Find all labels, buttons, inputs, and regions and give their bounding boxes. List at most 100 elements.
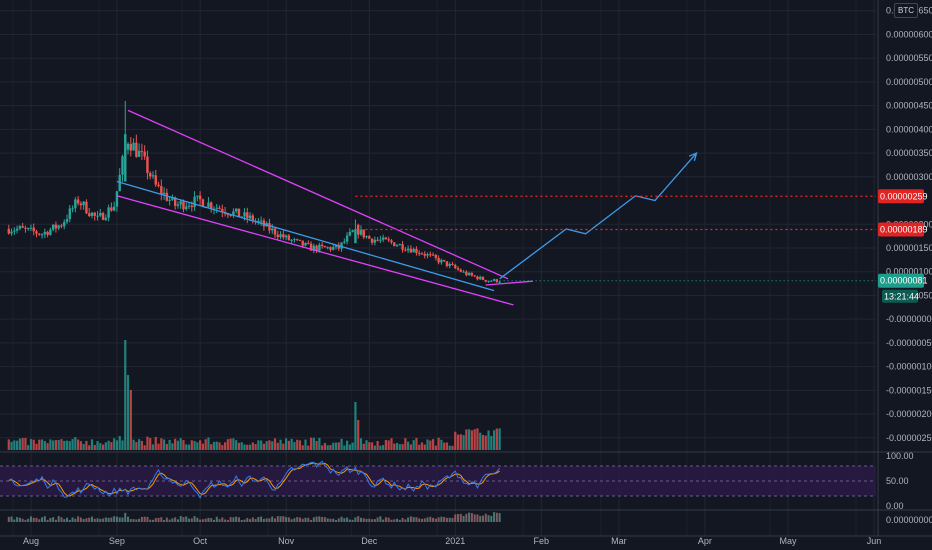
lower-bar xyxy=(276,516,279,522)
lower-bar xyxy=(457,514,460,522)
lower-bar xyxy=(115,516,118,522)
candle-body xyxy=(29,227,33,229)
price-tick-label: 0.00000550 xyxy=(886,53,932,63)
lower-bar xyxy=(160,517,163,522)
candle-body xyxy=(135,142,138,157)
candle-body xyxy=(112,206,116,211)
volume-bar xyxy=(174,438,177,450)
lower-bar xyxy=(96,518,99,522)
candle-body xyxy=(320,244,324,247)
candle-body xyxy=(173,197,177,206)
price-tick-label: 0.00000600 xyxy=(886,29,932,39)
candle-body xyxy=(104,217,108,220)
candle-body xyxy=(179,201,182,205)
lower-bar xyxy=(66,517,69,522)
volume-bar xyxy=(32,439,35,450)
lower-bar xyxy=(163,519,166,522)
lower-bar xyxy=(462,515,465,522)
candle-body xyxy=(171,197,174,200)
volume-bar xyxy=(354,402,357,450)
lower-bar xyxy=(351,519,354,522)
currency-button[interactable]: BTC xyxy=(894,3,918,18)
candle-body xyxy=(26,228,30,230)
volume-bar xyxy=(468,429,471,450)
candle-body xyxy=(334,245,338,248)
candle-body xyxy=(140,150,144,152)
lower-bar xyxy=(246,517,249,522)
lower-bar xyxy=(465,513,468,522)
volume-bar xyxy=(237,442,241,450)
volume-bar xyxy=(370,442,374,450)
volume-bar xyxy=(451,445,454,450)
candle-body xyxy=(24,227,27,229)
candle-body xyxy=(182,201,185,210)
volume-bar xyxy=(384,439,388,450)
candle-body xyxy=(13,230,16,232)
lower-bar xyxy=(298,517,301,522)
time-tick-label: 2021 xyxy=(445,536,465,546)
volume-bar xyxy=(121,440,124,450)
candle-body xyxy=(40,234,44,236)
candle-body xyxy=(157,184,160,187)
lower-bar xyxy=(121,517,124,522)
candle-body xyxy=(406,248,410,251)
volume-bar xyxy=(176,440,180,450)
lower-bar xyxy=(470,513,473,522)
candle-body xyxy=(185,206,188,210)
price-tick-label: -0.00000050 xyxy=(886,338,932,348)
price-tick-label: -0.00000200 xyxy=(886,409,932,419)
candle-body xyxy=(251,215,255,222)
volume-bar xyxy=(251,442,254,450)
volume-bar xyxy=(379,445,382,450)
volume-bar xyxy=(135,442,138,450)
volume-bar xyxy=(265,441,268,450)
volume-bar xyxy=(27,445,30,450)
candle-body xyxy=(470,273,474,276)
volume-bar xyxy=(492,430,496,450)
candle-body xyxy=(268,223,271,231)
lower-bar xyxy=(113,516,116,522)
lower-bar xyxy=(32,517,35,522)
volume-bar xyxy=(21,438,24,450)
candle-body xyxy=(348,231,352,236)
candle-body xyxy=(287,235,291,241)
volume-bar xyxy=(157,443,160,450)
volume-bar xyxy=(151,444,155,450)
oscillator-tick-label: 0.00 xyxy=(886,501,904,511)
candle-body xyxy=(38,233,41,235)
candle-body xyxy=(248,215,252,219)
volume-bar xyxy=(143,445,146,450)
lower-bar xyxy=(257,516,260,522)
lower-bar xyxy=(110,517,113,522)
lower-bar xyxy=(459,513,462,522)
lower-bar xyxy=(260,516,263,522)
volume-bar xyxy=(284,438,288,450)
candle-body xyxy=(101,212,105,220)
candle-body xyxy=(465,271,468,276)
price-tick-label: 0.00000400 xyxy=(886,124,932,134)
volume-bar xyxy=(465,429,468,450)
candle-body xyxy=(137,150,141,157)
candle-body xyxy=(337,245,340,249)
candle-body xyxy=(279,234,282,238)
lower-bar xyxy=(443,516,446,522)
trend-channel-line xyxy=(116,180,495,292)
lower-bar xyxy=(171,518,174,522)
time-tick-label: Dec xyxy=(361,536,378,546)
volume-bar xyxy=(82,443,85,450)
lower-bar xyxy=(354,517,357,522)
candle-body xyxy=(273,228,277,235)
projection-path xyxy=(499,152,698,280)
lower-bar xyxy=(368,518,371,522)
lower-bar xyxy=(359,517,362,522)
volume-bar xyxy=(7,439,10,450)
volume-bar xyxy=(390,438,393,450)
candle-body xyxy=(201,199,205,208)
price-tick-label: 0.00000450 xyxy=(886,101,932,111)
price-tick-label: 0.00000300 xyxy=(886,172,932,182)
price-tick-label: -0.00000000 xyxy=(886,314,932,324)
lower-bar xyxy=(415,517,418,522)
volume-bar xyxy=(107,440,110,450)
